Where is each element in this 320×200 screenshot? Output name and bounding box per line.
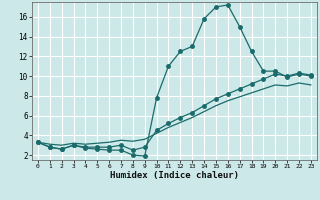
X-axis label: Humidex (Indice chaleur): Humidex (Indice chaleur) <box>110 171 239 180</box>
